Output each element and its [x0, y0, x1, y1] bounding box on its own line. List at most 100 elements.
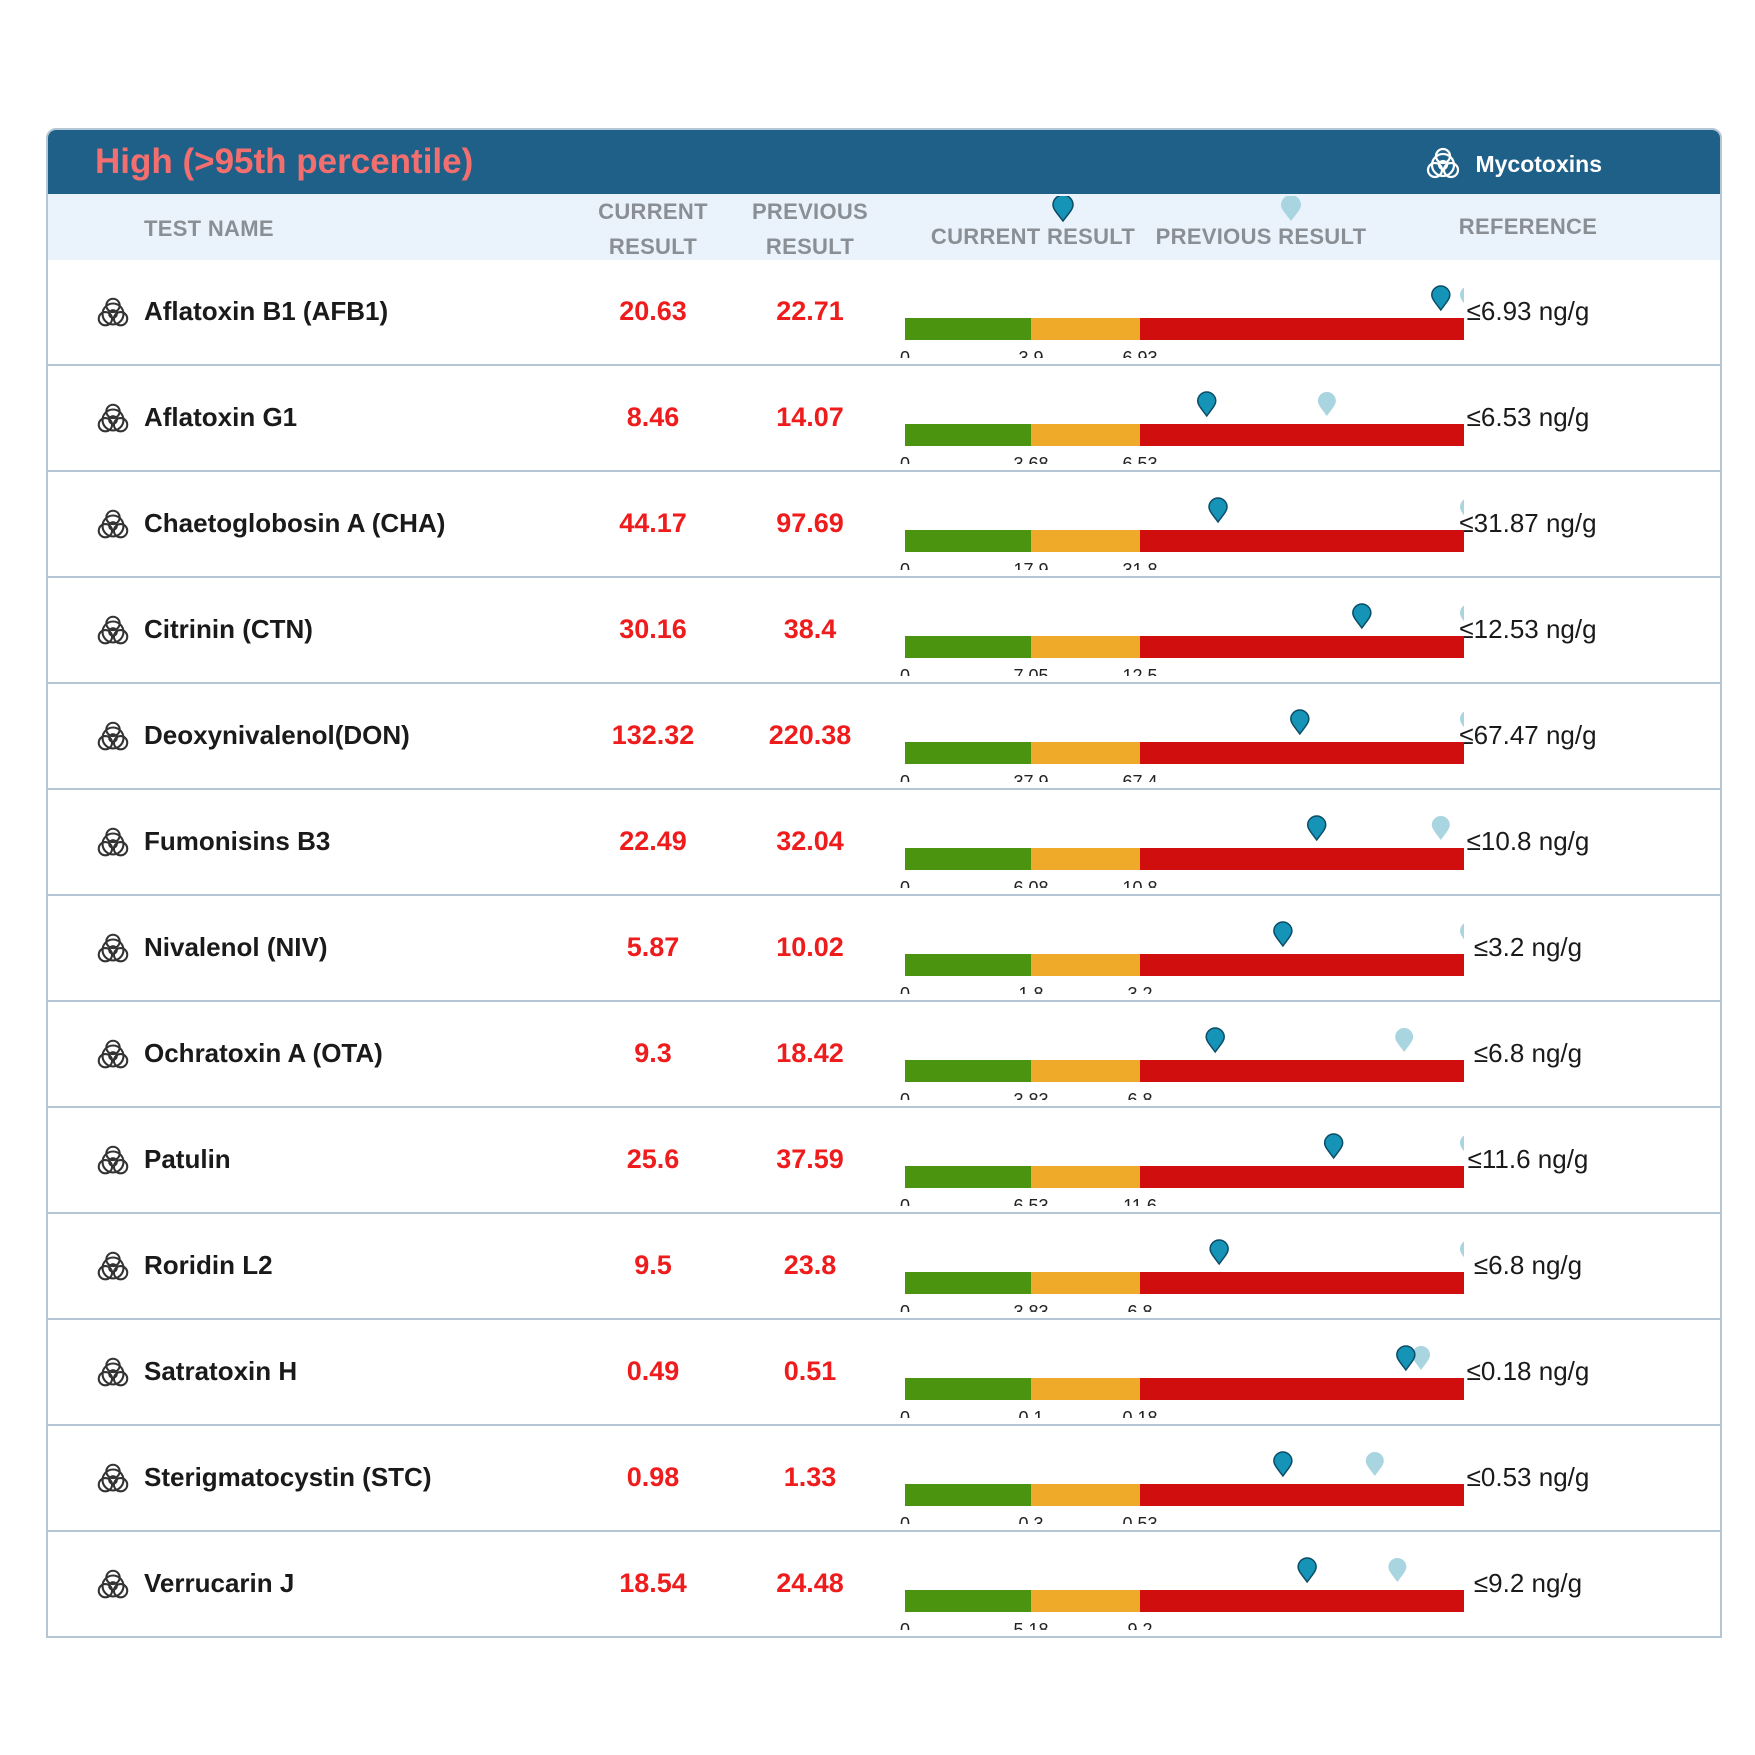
- range-bar-orange: [1031, 424, 1140, 446]
- previous-result-value: 0.51: [783, 1356, 837, 1386]
- previous-result-marker-icon: [1460, 287, 1464, 304]
- column-previous-line1: PREVIOUS: [751, 199, 869, 224]
- tick-label-min: 0: [900, 1408, 910, 1418]
- current-result-value: 0.98: [626, 1462, 680, 1492]
- table-row: Roridin L2 9.5 23.8 ≤6.8 ng/g 0 3.83 6.8: [48, 1212, 1720, 1318]
- table-row: Chaetoglobosin A (CHA) 44.17 97.69 ≤31.87 n…: [48, 470, 1720, 576]
- legend-previous-pin-icon: [1281, 196, 1301, 221]
- tick-label-min: 0: [900, 1196, 910, 1206]
- previous-result-value: 97.69: [776, 508, 844, 538]
- column-reference: REFERENCE: [1458, 214, 1598, 239]
- column-current-line1: CURRENT: [598, 199, 708, 224]
- range-bar-red: [1140, 954, 1464, 976]
- range-bar-orange: [1031, 530, 1140, 552]
- test-name: Sterigmatocystin (STC): [144, 1462, 432, 1492]
- range-bar-red: [1140, 424, 1464, 446]
- current-result-value: 22.49: [619, 826, 687, 856]
- range-bar-red: [1140, 530, 1464, 552]
- reference-range: ≤0.18 ng/g: [1466, 1356, 1590, 1386]
- previous-result-marker-icon: [1431, 816, 1450, 840]
- test-name: Deoxynivalenol(DON): [144, 720, 410, 750]
- table-row: Nivalenol (NIV) 5.87 10.02 ≤3.2 ng/g 0 1.8 3.2: [48, 894, 1720, 1000]
- reference-range: ≤67.47 ng/g: [1459, 720, 1597, 750]
- column-header-row: TEST NAME CURRENT RESULT PREVIOUS RESULT…: [48, 194, 1720, 260]
- current-result-marker-icon: [1297, 1557, 1317, 1584]
- current-result-marker-icon: [1208, 497, 1228, 524]
- table-row: Sterigmatocystin (STC) 0.98 1.33 ≤0.53 ng/g…: [48, 1424, 1720, 1530]
- previous-result-marker-icon: [1460, 1241, 1464, 1258]
- biohazard-icon: [94, 1460, 132, 1498]
- reference-range: ≤9.2 ng/g: [1473, 1568, 1583, 1598]
- reference-range: ≤0.53 ng/g: [1466, 1462, 1590, 1492]
- tick-label-mid: 1.8: [1018, 984, 1043, 994]
- test-name: Aflatoxin B1 (AFB1): [144, 296, 389, 326]
- test-name: Roridin L2: [144, 1250, 273, 1280]
- previous-result-marker-icon: [1460, 923, 1464, 940]
- current-result-value: 20.63: [619, 296, 687, 326]
- tick-label-min: 0: [900, 560, 910, 570]
- range-bar: 0 7.05 12.5: [900, 603, 1464, 676]
- previous-result-value: 24.48: [776, 1568, 844, 1598]
- biohazard-icon: [94, 718, 132, 756]
- table-row: Patulin 25.6 37.59 ≤11.6 ng/g 0 6.53 11.6: [48, 1106, 1720, 1212]
- previous-result-marker-icon: [1460, 1135, 1464, 1152]
- tick-label-min: 0: [900, 1514, 910, 1524]
- biohazard-icon: [94, 1248, 132, 1286]
- range-bar: 0 6.08 10.8: [900, 815, 1464, 888]
- test-name: Satratoxin H: [144, 1356, 298, 1386]
- tick-label-limit: 10.8: [1122, 878, 1157, 888]
- current-result-marker-icon: [1273, 1451, 1293, 1478]
- range-bar: 0 3.83 6.8: [900, 1027, 1464, 1100]
- tick-label-min: 0: [900, 454, 910, 464]
- range-bar-green: [905, 1166, 1031, 1188]
- legend-current-label: CURRENT RESULT: [930, 224, 1136, 249]
- tick-label-mid: 6.53: [1013, 1196, 1048, 1206]
- range-bar-green: [905, 954, 1031, 976]
- table-row: Satratoxin H 0.49 0.51 ≤0.18 ng/g 0 0.1 0.18: [48, 1318, 1720, 1424]
- range-bar-green: [905, 318, 1031, 340]
- previous-result-marker-icon: [1460, 711, 1464, 728]
- current-result-value: 18.54: [619, 1568, 687, 1598]
- current-result-value: 25.6: [626, 1144, 680, 1174]
- tick-label-mid: 3.68: [1013, 454, 1048, 464]
- range-bar-red: [1140, 1166, 1464, 1188]
- category-label: Mycotoxins: [1423, 144, 1602, 184]
- range-bar-orange: [1031, 742, 1140, 764]
- current-result-value: 9.5: [634, 1250, 672, 1280]
- current-result-marker-icon: [1431, 285, 1451, 312]
- range-bar-red: [1140, 1378, 1464, 1400]
- range-bar-orange: [1031, 318, 1140, 340]
- range-bar-orange: [1031, 1378, 1140, 1400]
- tick-label-min: 0: [900, 772, 910, 782]
- tick-label-mid: 5.18: [1013, 1620, 1048, 1630]
- previous-result-value: 37.59: [776, 1144, 844, 1174]
- current-result-marker-icon: [1205, 1027, 1225, 1054]
- current-result-marker-icon: [1209, 1239, 1229, 1266]
- previous-result-marker-icon: [1395, 1028, 1414, 1052]
- range-bar-green: [905, 1484, 1031, 1506]
- current-result-value: 132.32: [611, 720, 695, 750]
- current-result-marker-icon: [1196, 391, 1217, 418]
- range-bar-red: [1140, 1060, 1464, 1082]
- range-bar-orange: [1031, 636, 1140, 658]
- table-row: Deoxynivalenol(DON) 132.32 220.38 ≤67.47 ng…: [48, 682, 1720, 788]
- previous-result-value: 14.07: [776, 402, 844, 432]
- range-bar-orange: [1031, 1272, 1140, 1294]
- previous-result-value: 220.38: [768, 720, 852, 750]
- tick-label-min: 0: [900, 1302, 910, 1312]
- biohazard-icon: [94, 824, 132, 862]
- legend-current-pin-icon: [1052, 196, 1074, 222]
- tick-label-min: 0: [900, 348, 910, 358]
- biohazard-icon: [1423, 144, 1463, 184]
- column-test-name: TEST NAME: [144, 216, 274, 241]
- range-bar-green: [905, 636, 1031, 658]
- test-name: Ochratoxin A (OTA): [144, 1038, 383, 1068]
- range-bar-red: [1140, 1484, 1464, 1506]
- range-bar-orange: [1031, 1060, 1140, 1082]
- biohazard-icon: [94, 1036, 132, 1074]
- current-result-value: 44.17: [619, 508, 687, 538]
- range-bar-orange: [1031, 848, 1140, 870]
- range-bar: 0 3.68 6.53: [900, 391, 1464, 464]
- previous-result-marker-icon: [1460, 605, 1464, 622]
- tick-label-min: 0: [900, 1090, 910, 1100]
